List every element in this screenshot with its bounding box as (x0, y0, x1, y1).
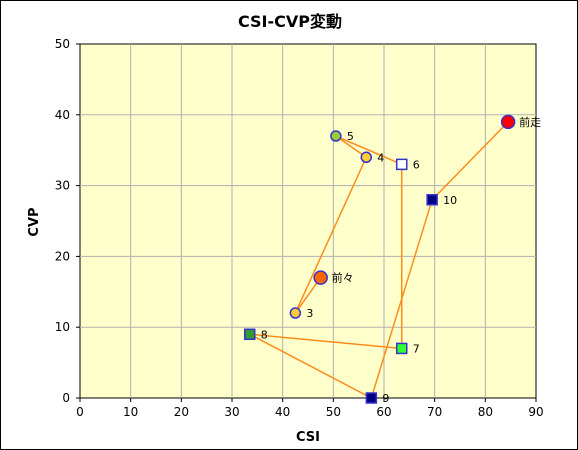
y-tick-label: 0 (62, 391, 70, 405)
circle-marker (330, 130, 342, 142)
x-tick-label: 90 (528, 405, 543, 419)
gridlines (76, 43, 537, 402)
x-tick-label: 40 (275, 405, 290, 419)
point-labels: 前々 3 4 5 6 7 8 9 10 前走 (261, 115, 541, 405)
x-tick-label: 20 (174, 405, 189, 419)
square-marker (426, 194, 438, 206)
y-tick-label: 30 (55, 179, 70, 193)
point-label: 前走 (519, 115, 541, 129)
point-label: 8 (261, 328, 268, 341)
connecting-lines (249, 121, 509, 400)
plot-area (79, 43, 537, 399)
square-marker (243, 328, 256, 341)
point-label: 9 (382, 392, 389, 405)
circle-marker (313, 270, 328, 285)
x-tick-label: 30 (224, 405, 239, 419)
point-label: 3 (306, 307, 313, 320)
point-label: 5 (347, 130, 354, 143)
point-label: 6 (413, 158, 420, 171)
x-tick-label: 10 (123, 405, 138, 419)
point-label: 7 (413, 342, 420, 355)
x-tick-label: 50 (326, 405, 341, 419)
x-axis-title: CSI (296, 430, 320, 445)
y-tick-label: 20 (55, 249, 70, 263)
data-markers (243, 114, 516, 404)
x-tick-label: 60 (376, 405, 391, 419)
square-marker (365, 392, 378, 404)
tick-labels: 0 10 20 30 40 50 60 70 80 90 0 10 20 30 40 50 (55, 37, 544, 419)
y-tick-label: 40 (55, 108, 70, 122)
y-tick-label: 50 (55, 37, 70, 51)
series-line (249, 121, 509, 400)
square-marker (395, 342, 408, 355)
y-tick-label: 10 (55, 320, 70, 334)
circle-marker (360, 151, 373, 164)
y-axis-title: CVP (27, 207, 42, 236)
circle-marker (500, 114, 516, 130)
point-label: 前々 (332, 271, 354, 285)
x-tick-label: 80 (478, 405, 493, 419)
x-tick-label: 70 (427, 405, 442, 419)
x-tick-label: 0 (76, 405, 84, 419)
point-label: 4 (377, 151, 384, 164)
chart-title: CSI-CVP変動 (238, 12, 342, 31)
point-label: 10 (443, 194, 457, 207)
square-marker (395, 158, 408, 171)
circle-marker (289, 307, 302, 319)
